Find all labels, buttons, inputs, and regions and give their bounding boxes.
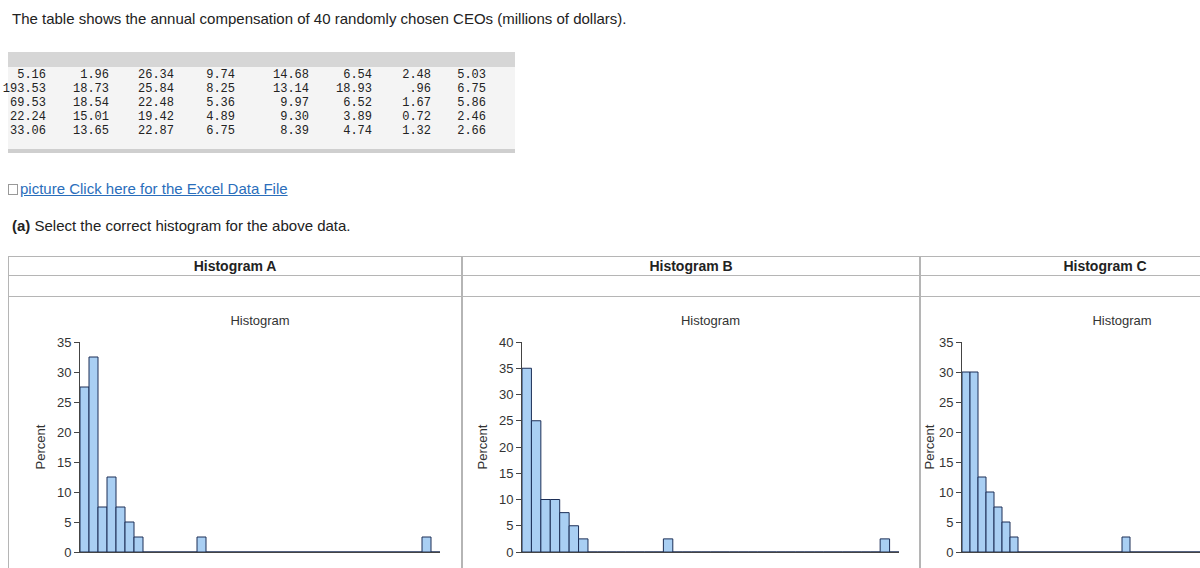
svg-text:5: 5 bbox=[64, 515, 71, 530]
html-text:22.48: 22.48 bbox=[138, 96, 174, 110]
html-text:5.03: 5.03 bbox=[457, 68, 486, 82]
svg-text:0: 0 bbox=[64, 545, 71, 560]
html-text:18.73: 18.73 bbox=[73, 82, 109, 96]
html-text:(a) Select the correct histogr: (a) Select the correct histogram for the… bbox=[12, 217, 351, 234]
svg-text:20: 20 bbox=[57, 425, 71, 440]
html-text:2.46: 2.46 bbox=[457, 110, 486, 124]
html-text:6.52: 6.52 bbox=[343, 96, 372, 110]
html-text:5.16: 5.16 bbox=[17, 68, 46, 82]
svg-text:Percent: Percent bbox=[475, 424, 490, 469]
svg-text:Percent: Percent bbox=[922, 424, 937, 469]
html-text:33.06: 33.06 bbox=[10, 124, 46, 138]
svg-text:20: 20 bbox=[939, 425, 953, 440]
html-text:19.42: 19.42 bbox=[138, 110, 174, 124]
html-text:5.86: 5.86 bbox=[457, 96, 486, 110]
svg-text:20: 20 bbox=[499, 440, 513, 455]
html-text:6.54: 6.54 bbox=[343, 68, 372, 82]
svg-text:35: 35 bbox=[939, 335, 953, 350]
html-text:1.96: 1.96 bbox=[80, 68, 109, 82]
svg-text:35: 35 bbox=[499, 361, 513, 376]
html-text:Histogram A: Histogram A bbox=[193, 258, 277, 274]
html-text:13.14: 13.14 bbox=[273, 82, 309, 96]
svg-text:5: 5 bbox=[946, 515, 953, 530]
html-text:69.53: 69.53 bbox=[10, 96, 46, 110]
html-text:Histogram C: Histogram C bbox=[1063, 258, 1147, 274]
svg-text:15: 15 bbox=[939, 455, 953, 470]
svg-text:30: 30 bbox=[499, 387, 513, 402]
svg-text:30: 30 bbox=[57, 365, 71, 380]
html-text:The table shows the annual com: The table shows the annual compensation … bbox=[12, 10, 627, 27]
html-text:4.89: 4.89 bbox=[206, 110, 235, 124]
html-text:picture Click here for the Exc: picture Click here for the Excel Data Fi… bbox=[20, 180, 288, 197]
html-text:18.93: 18.93 bbox=[336, 82, 372, 96]
html-text:2.66: 2.66 bbox=[457, 124, 486, 138]
svg-text:30: 30 bbox=[939, 365, 953, 380]
html-text:5.36: 5.36 bbox=[206, 96, 235, 110]
html-text:8.25: 8.25 bbox=[206, 82, 235, 96]
html-text:18.54: 18.54 bbox=[73, 96, 109, 110]
svg-text:25: 25 bbox=[499, 413, 513, 428]
html-text:22.24: 22.24 bbox=[10, 110, 46, 124]
html-text:3.89: 3.89 bbox=[343, 110, 372, 124]
svg-text:Histogram: Histogram bbox=[1092, 313, 1151, 328]
html-text:1.67: 1.67 bbox=[402, 96, 431, 110]
html-text:1.32: 1.32 bbox=[402, 124, 431, 138]
svg-text:Percent: Percent bbox=[33, 424, 48, 469]
svg-text:10: 10 bbox=[57, 485, 71, 500]
html-text:9.74: 9.74 bbox=[206, 68, 235, 82]
svg-text:Histogram: Histogram bbox=[681, 313, 740, 328]
html-text:22.87: 22.87 bbox=[138, 124, 174, 138]
svg-text:15: 15 bbox=[499, 466, 513, 481]
svg-text:10: 10 bbox=[499, 492, 513, 507]
svg-text:25: 25 bbox=[57, 395, 71, 410]
html-text:14.68: 14.68 bbox=[273, 68, 309, 82]
svg-text:Histogram: Histogram bbox=[230, 313, 289, 328]
svg-text:15: 15 bbox=[57, 455, 71, 470]
html-text:4.74: 4.74 bbox=[343, 124, 372, 138]
html-text:15.01: 15.01 bbox=[73, 110, 109, 124]
html-text:.96: .96 bbox=[409, 82, 431, 96]
svg-text:40: 40 bbox=[499, 335, 513, 350]
html-text:25.84: 25.84 bbox=[138, 82, 174, 96]
svg-text:0: 0 bbox=[506, 545, 513, 560]
svg-text:25: 25 bbox=[939, 395, 953, 410]
html-text:193.53: 193.53 bbox=[2, 82, 46, 96]
html-text:6.75: 6.75 bbox=[457, 82, 486, 96]
html-text:Histogram B: Histogram B bbox=[649, 258, 733, 274]
html-text:9.30: 9.30 bbox=[280, 110, 309, 124]
html-text:6.75: 6.75 bbox=[206, 124, 235, 138]
svg-text:0: 0 bbox=[946, 545, 953, 560]
html-text:2.48: 2.48 bbox=[402, 68, 431, 82]
svg-text:35: 35 bbox=[57, 335, 71, 350]
html-text:0.72: 0.72 bbox=[402, 110, 431, 124]
html-text:26.34: 26.34 bbox=[138, 68, 174, 82]
svg-text:10: 10 bbox=[939, 485, 953, 500]
html-text:8.39: 8.39 bbox=[280, 124, 309, 138]
html-text:13.65: 13.65 bbox=[73, 124, 109, 138]
html-text:9.97: 9.97 bbox=[280, 96, 309, 110]
svg-text:5: 5 bbox=[506, 518, 513, 533]
